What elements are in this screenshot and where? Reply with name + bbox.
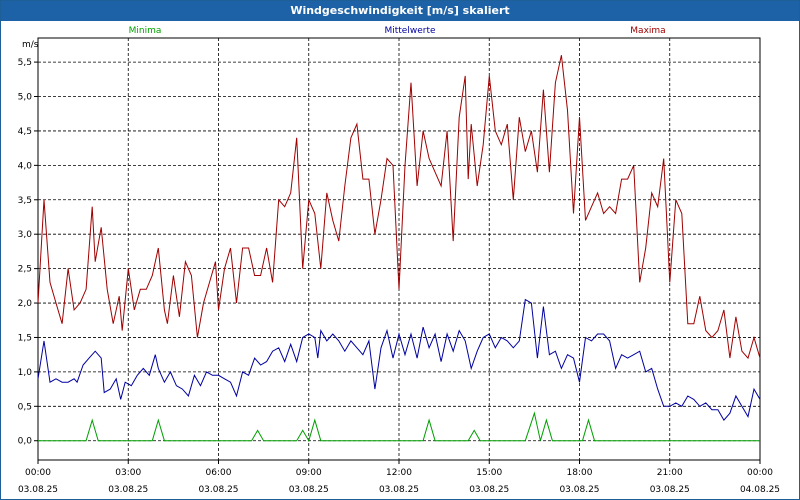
series-line-mittelwerte	[37, 298, 761, 421]
y-axis-ticks: 0,0 0,5 1,0 1,5 2,0 2,5 3,0 3,5 4,0 4,5 5,0 5,5	[18, 58, 38, 447]
x-tick-date: 03.08.25	[18, 485, 58, 495]
legend: Minima Mittelwerte Maxima	[129, 26, 666, 36]
y-tick-label: 5,0	[18, 93, 33, 103]
series-lines	[37, 55, 761, 442]
x-tick-date: 03.08.25	[289, 485, 329, 495]
x-tick-time: 00:00	[25, 468, 51, 478]
x-axis-ticks: 00:00 03.08.25 03:00 03.08.25 06:00 03.08.25 0…	[18, 460, 780, 495]
y-tick-label: 1,5	[18, 333, 32, 343]
x-tick-time: 00:00	[747, 468, 773, 478]
legend-item-maxima: Maxima	[630, 26, 665, 36]
y-tick-label: 4,0	[18, 161, 33, 171]
x-tick-date: 03.08.25	[108, 485, 148, 495]
x-tick-date: 03.08.25	[379, 485, 419, 495]
y-tick-label: 3,0	[18, 230, 33, 240]
x-tick-date: 04.08.25	[740, 485, 780, 495]
x-tick-time: 15:00	[476, 468, 502, 478]
x-tick-time: 06:00	[206, 468, 232, 478]
y-axis-label: m/s	[22, 40, 39, 50]
x-tick-date: 03.08.25	[650, 485, 690, 495]
y-tick-label: 1,0	[18, 368, 33, 378]
y-tick-label: 2,0	[18, 299, 33, 309]
x-tick-time: 03:00	[115, 468, 141, 478]
window-title: Windgeschwindigkeit [m/s] skaliert	[1, 1, 799, 21]
x-tick-time: 12:00	[386, 468, 412, 478]
x-tick-time: 09:00	[296, 468, 322, 478]
y-tick-label: 0,0	[18, 437, 33, 447]
legend-item-mittelwerte: Mittelwerte	[384, 26, 435, 36]
x-tick-date: 03.08.25	[198, 485, 238, 495]
y-tick-label: 4,5	[18, 127, 32, 137]
y-tick-label: 5,5	[18, 58, 32, 68]
y-tick-label: 0,5	[18, 402, 32, 412]
series-line-minima	[38, 411, 760, 442]
x-tick-date: 03.08.25	[559, 485, 599, 495]
y-tick-label: 3,5	[18, 196, 32, 206]
x-tick-time: 21:00	[657, 468, 683, 478]
x-tick-date: 03.08.25	[469, 485, 509, 495]
legend-item-minima: Minima	[129, 26, 162, 36]
x-tick-time: 18:00	[567, 468, 593, 478]
series-line-maxima	[37, 55, 761, 360]
y-tick-label: 2,5	[18, 265, 32, 275]
